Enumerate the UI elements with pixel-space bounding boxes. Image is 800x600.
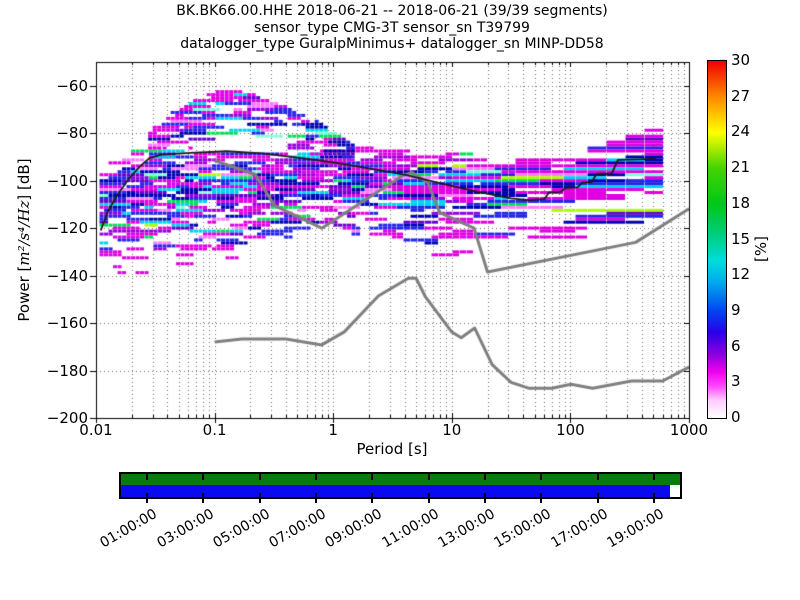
timeline-tick xyxy=(596,472,599,480)
x-tick-label: 1000 xyxy=(669,421,709,439)
title-line-sensor: sensor_type CMG-3T sensor_sn T39799 xyxy=(254,19,530,36)
colorbar-tick-label: 0 xyxy=(731,408,741,426)
y-tick-label: −100 xyxy=(46,171,88,190)
y-tick-label: −120 xyxy=(46,219,88,238)
title-line-station: BK.BK66.00.HHE 2018-06-21 -- 2018-06-21 … xyxy=(176,3,608,19)
timeline-tick xyxy=(315,493,318,503)
y-tick-label: −140 xyxy=(46,266,88,285)
colorbar-tick-label: 9 xyxy=(731,300,741,319)
timeline-tick xyxy=(146,472,149,480)
x-tick-label: 10 xyxy=(442,421,462,439)
x-axis-label: Period [s] xyxy=(356,440,428,458)
colorbar-tick-label: 6 xyxy=(731,336,741,355)
timeline-tick xyxy=(258,493,261,503)
timeline-tick xyxy=(202,472,205,480)
timeline-tick xyxy=(258,472,261,480)
timeline-tick xyxy=(596,493,599,503)
timeline-tick xyxy=(540,472,543,480)
timeline-tick xyxy=(427,472,430,480)
colorbar-unit-label: [%] xyxy=(752,236,770,262)
colorbar-tick-label: 15 xyxy=(731,229,751,248)
timeline-used-bar xyxy=(121,485,670,497)
y-tick-label: −60 xyxy=(56,76,88,95)
y-tick-label: −180 xyxy=(46,361,88,380)
y-tick-label: −80 xyxy=(56,124,88,143)
colorbar-tick-label: 21 xyxy=(731,158,751,177)
colorbar-tick-label: 3 xyxy=(731,372,741,391)
y-tick-label: −200 xyxy=(46,409,88,427)
colorbar xyxy=(707,60,727,419)
colorbar-tick-label: 24 xyxy=(731,122,751,141)
y-axis-label-pre: Power [ xyxy=(15,265,33,322)
timeline-tick xyxy=(652,472,655,480)
timeline-coverage-box xyxy=(119,472,682,499)
y-axis-label: Power [m²/s⁴/Hz] [dB] xyxy=(15,130,33,350)
timeline-tick xyxy=(146,493,149,503)
y-axis-label-units: m²/s⁴/Hz xyxy=(15,200,33,266)
x-tick-label: 0.1 xyxy=(202,421,227,439)
timeline-tick xyxy=(315,472,318,480)
colorbar-tick-label: 18 xyxy=(731,193,751,212)
x-tick-label: 1 xyxy=(328,421,338,439)
title-line-datalogger: datalogger_type GuralpMinimus+ datalogge… xyxy=(180,36,604,52)
timeline-tick xyxy=(202,493,205,503)
y-tick-label: −160 xyxy=(46,314,88,333)
x-tick-label: 0.01 xyxy=(79,421,113,439)
x-tick-label: 100 xyxy=(556,421,585,439)
timeline-tick xyxy=(427,493,430,503)
timeline-tick xyxy=(371,493,374,503)
timeline-tick xyxy=(371,472,374,480)
timeline-available-bar xyxy=(121,474,680,485)
y-axis-label-post: ] [dB] xyxy=(15,158,33,201)
plot-title-block: BK.BK66.00.HHE 2018-06-21 -- 2018-06-21 … xyxy=(92,3,692,53)
colorbar-tick-label: 27 xyxy=(731,86,751,105)
colorbar-tick-label: 12 xyxy=(731,265,751,284)
timeline-tick xyxy=(540,493,543,503)
timeline-tick xyxy=(652,493,655,503)
timeline-tick xyxy=(483,493,486,503)
colorbar-tick-label: 30 xyxy=(731,51,751,69)
timeline-tick xyxy=(483,472,486,480)
